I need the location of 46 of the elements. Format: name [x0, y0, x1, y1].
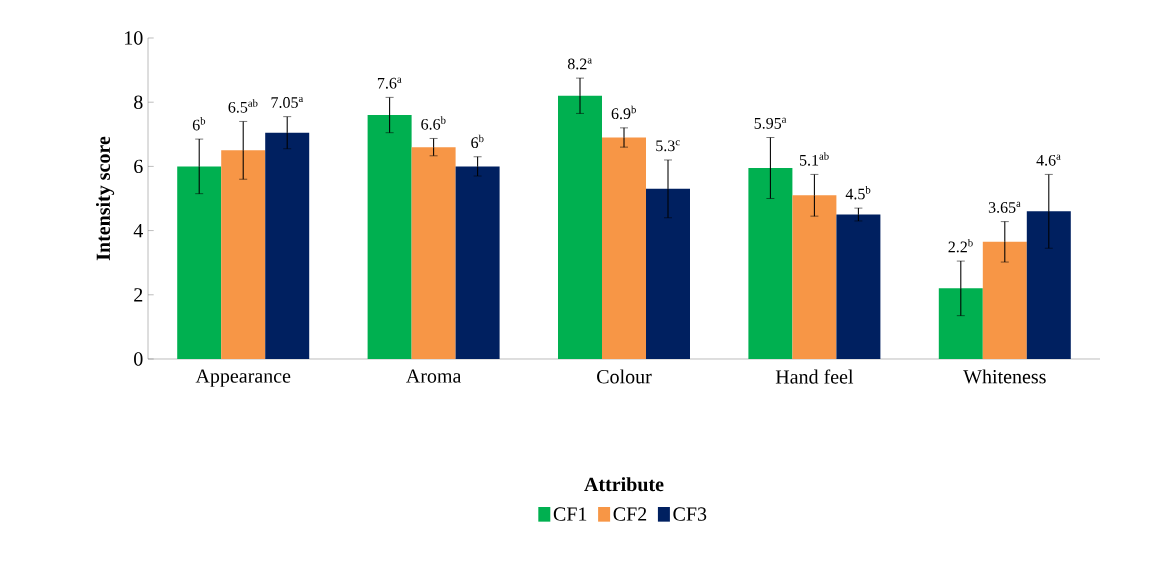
- y-tick-label: 8: [134, 95, 143, 109]
- y-tick-label: 6: [134, 159, 143, 174]
- data-label: 6.5$^{ab}$: [228, 99, 258, 113]
- bar: [221, 150, 266, 359]
- x-tick-label: Hand feel: [775, 369, 854, 384]
- bar: [558, 95, 602, 359]
- bar: [265, 132, 310, 359]
- data-label: 2.2$^{b}$: [948, 238, 973, 253]
- bar: [1026, 211, 1071, 359]
- bar: [646, 188, 690, 359]
- y-axis-title: Intensity score: [95, 136, 115, 261]
- bar: [367, 115, 412, 359]
- data-label: 5.95$^{a}$: [754, 117, 787, 129]
- y-tick-label: 2: [134, 288, 143, 302]
- data-label: 7.05$^{a}$: [271, 96, 304, 108]
- x-axis-title: Attribute: [584, 477, 664, 492]
- data-label: 6.9$^{b}$: [611, 105, 636, 120]
- bar: [792, 195, 837, 359]
- data-label: 6.6$^{b}$: [421, 116, 446, 130]
- data-label: 4.6$^{a}$: [1036, 154, 1061, 166]
- x-tick-label: Aroma: [406, 369, 462, 383]
- bar: [177, 166, 222, 359]
- bar: [982, 241, 1027, 359]
- data-label: 5.1$^{ab}$: [799, 152, 829, 166]
- legend-label: CF2: [613, 507, 647, 521]
- data-label: 4.5$^{b}$: [845, 185, 871, 200]
- data-label: 3.65$^{a}$: [988, 201, 1021, 213]
- data-label: 6$^{b}$: [192, 117, 206, 131]
- x-tick-label: Whiteness: [963, 369, 1046, 384]
- bar: [602, 137, 647, 359]
- bar: [748, 168, 793, 359]
- y-tick-label: 10: [125, 31, 143, 45]
- legend-label: CF3: [673, 507, 707, 521]
- x-tick-label: Appearance: [195, 369, 291, 387]
- bar: [455, 166, 500, 359]
- data-label: 7.6$^{a}$: [377, 77, 402, 89]
- bar: [836, 214, 881, 359]
- data-label: 6$^{b}$: [471, 134, 484, 149]
- x-tick-label: Colour: [597, 369, 652, 384]
- y-tick-label: 4: [133, 224, 143, 238]
- y-tick-label: 0: [134, 352, 143, 366]
- data-label: 8.2$^{a}$: [567, 58, 592, 70]
- legend-label: CF1: [553, 507, 587, 521]
- bar: [411, 147, 456, 359]
- bar: [938, 288, 983, 359]
- data-label: 5.3$^{c}$: [656, 140, 680, 152]
